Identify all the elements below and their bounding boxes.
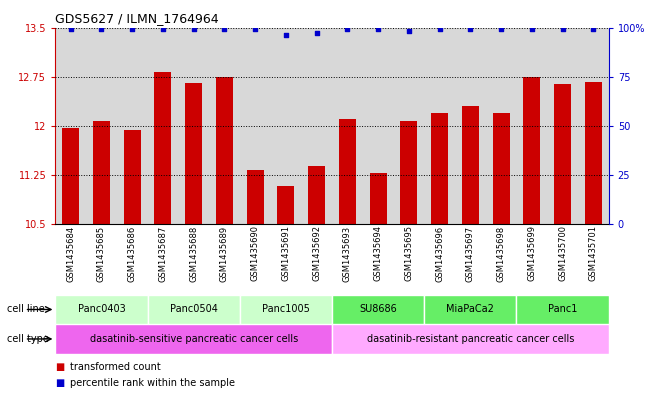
Point [373,26,383,33]
Point [66,26,76,33]
Bar [271,28,301,224]
Text: Panc0504: Panc0504 [170,305,217,314]
Point [342,26,353,33]
Bar [277,186,294,224]
Bar [424,28,455,224]
Bar [363,28,393,224]
Bar [178,28,209,224]
Text: SU8686: SU8686 [359,305,397,314]
Bar [578,28,609,224]
Point [127,26,137,33]
Bar [339,119,356,224]
Point [158,26,168,33]
Point [496,26,506,33]
Point [557,26,568,33]
Bar [247,170,264,224]
Text: cell type: cell type [7,334,48,344]
Bar [55,324,332,354]
Bar [462,106,478,224]
Bar [547,28,578,224]
Bar [148,295,240,324]
Point [404,28,414,35]
Bar [393,28,424,224]
Text: percentile rank within the sample: percentile rank within the sample [70,378,234,388]
Text: dasatinib-sensitive pancreatic cancer cells: dasatinib-sensitive pancreatic cancer ce… [90,334,298,344]
Bar [124,130,141,224]
Text: Panc1: Panc1 [548,305,577,314]
Bar [216,77,233,224]
Bar [585,82,602,224]
Bar [240,28,271,224]
Bar [424,295,516,324]
Bar [55,28,86,224]
Point [281,32,291,39]
Bar [209,28,240,224]
Bar [516,295,609,324]
Bar [332,28,363,224]
Bar [493,113,510,224]
Bar [486,28,516,224]
Bar [62,128,79,224]
Bar [308,166,325,224]
Bar [431,113,448,224]
Bar [186,83,202,224]
Point [434,26,445,33]
Point [219,26,230,33]
Point [588,26,598,33]
Point [189,26,199,33]
Point [465,26,475,33]
Bar [154,72,171,224]
Point [527,26,537,33]
Text: MiaPaCa2: MiaPaCa2 [447,305,494,314]
Bar [370,173,387,224]
Bar [554,84,571,224]
Text: dasatinib-resistant pancreatic cancer cells: dasatinib-resistant pancreatic cancer ce… [367,334,574,344]
Bar [55,295,148,324]
Bar [117,28,148,224]
Bar [400,121,417,224]
Point [96,26,107,33]
Point [250,26,260,33]
Bar [93,121,110,224]
Point [311,30,322,37]
Bar [516,28,547,224]
Bar [332,324,609,354]
Bar [523,77,540,224]
Bar [86,28,117,224]
Bar [301,28,332,224]
Bar [148,28,178,224]
Text: cell line: cell line [7,305,44,314]
Bar [240,295,332,324]
Text: Panc0403: Panc0403 [77,305,126,314]
Text: Panc1005: Panc1005 [262,305,310,314]
Text: ■: ■ [55,362,64,373]
Text: transformed count: transformed count [70,362,160,373]
Text: GDS5627 / ILMN_1764964: GDS5627 / ILMN_1764964 [55,12,219,25]
Bar [455,28,486,224]
Bar [332,295,424,324]
Text: ■: ■ [55,378,64,388]
